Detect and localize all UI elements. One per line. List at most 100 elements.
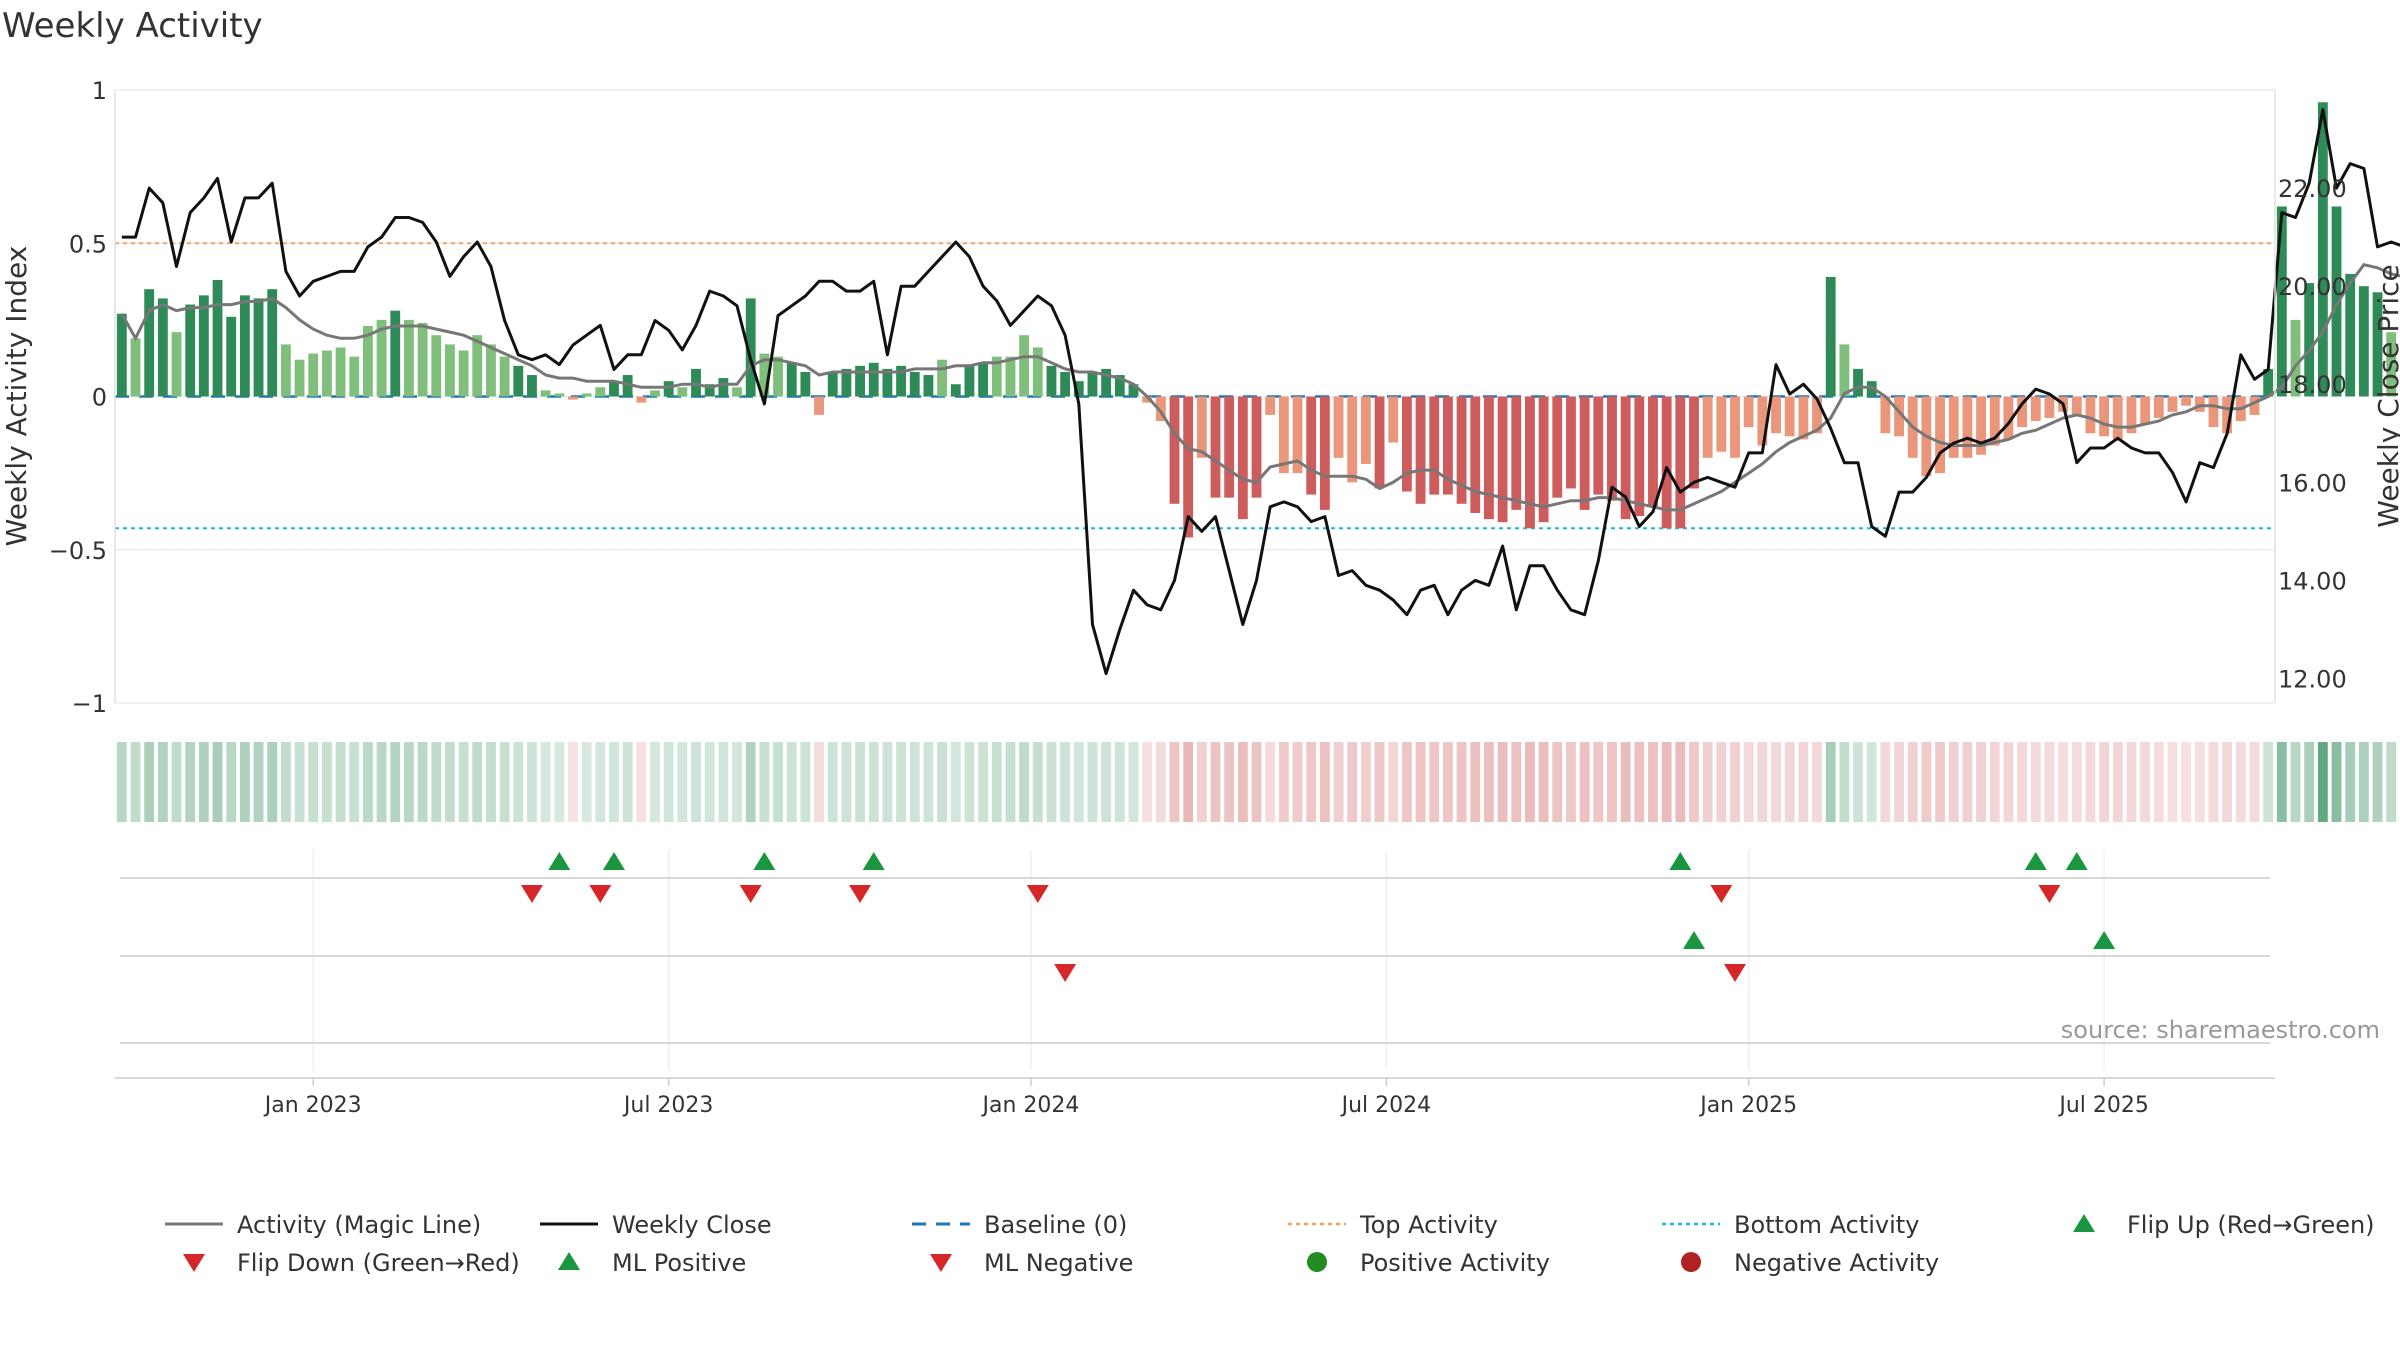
activity-bar — [937, 360, 947, 397]
activity-bar — [1648, 397, 1658, 507]
activity-bar — [1033, 347, 1043, 396]
heat-cell — [937, 742, 947, 822]
activity-bar — [349, 357, 359, 397]
legend-label: ML Positive — [612, 1249, 746, 1277]
heat-cell — [1812, 742, 1822, 822]
activity-bar — [1785, 397, 1795, 437]
grid — [115, 90, 2275, 1070]
heat-cell — [2058, 742, 2068, 822]
activity-bar — [322, 351, 332, 397]
flip-up-marker — [548, 852, 570, 870]
heat-cell — [1593, 742, 1603, 822]
heat-cell — [1115, 742, 1125, 822]
heat-cell — [1170, 742, 1180, 822]
legend-label: Top Activity — [1359, 1211, 1498, 1239]
heat-cell — [1826, 742, 1836, 822]
heat-cell — [404, 742, 414, 822]
activity-bar — [254, 298, 264, 396]
heat-cell — [390, 742, 400, 822]
heat-cell — [1211, 742, 1221, 822]
heat-cell — [349, 742, 359, 822]
activity-bar — [541, 390, 551, 396]
legend-item: Negative Activity — [1681, 1249, 1939, 1277]
heat-cell — [1757, 742, 1767, 822]
activity-bar — [144, 289, 154, 396]
heat-cell — [2113, 742, 2123, 822]
heat-cell — [2236, 742, 2246, 822]
activity-bar — [1689, 397, 1699, 489]
heat-cell — [2373, 742, 2383, 822]
activity-bar — [1716, 397, 1726, 452]
activity-bar — [677, 387, 687, 396]
flip-down-marker — [1027, 885, 1049, 903]
heat-cell — [377, 742, 387, 822]
activity-bar — [965, 366, 975, 397]
activity-bar — [910, 372, 920, 397]
activity-bar — [2099, 397, 2109, 437]
x-tick-label: Jan 2023 — [263, 1093, 362, 1118]
heat-cell — [1921, 742, 1931, 822]
heat-cell — [131, 742, 141, 822]
activity-bar — [158, 298, 168, 396]
activity-bar — [1361, 397, 1371, 464]
heat-cell — [1580, 742, 1590, 822]
activity-bar — [185, 305, 195, 397]
heat-cell — [1265, 742, 1275, 822]
legend-circle-icon — [1307, 1252, 1327, 1272]
heat-cell — [213, 742, 223, 822]
legend-label: Weekly Close — [612, 1211, 772, 1239]
heat-cell — [158, 742, 168, 822]
left-tick-label: 0.5 — [69, 230, 107, 258]
activity-bar — [1949, 397, 1959, 458]
heat-cell — [1033, 742, 1043, 822]
activity-bar — [1224, 397, 1234, 498]
heat-cell — [500, 742, 510, 822]
activity-bar — [1238, 397, 1248, 520]
heat-cell — [1047, 742, 1057, 822]
heat-cell — [1224, 742, 1234, 822]
heat-cell — [1019, 742, 1029, 822]
flip-down-marker — [589, 885, 611, 903]
left-axis-title: Weekly Activity Index — [0, 246, 33, 547]
heat-cell — [2386, 742, 2396, 822]
activity-bar — [923, 375, 933, 396]
heat-cell — [746, 742, 756, 822]
activity-bar — [787, 363, 797, 397]
heat-cell — [568, 742, 578, 822]
heat-cell — [1935, 742, 1945, 822]
activity-bar — [1498, 397, 1508, 523]
activity-bar — [431, 335, 441, 396]
heat-cell — [472, 742, 482, 822]
activity-bar — [1525, 397, 1535, 529]
heat-cell — [1375, 742, 1385, 822]
heat-cell — [650, 742, 660, 822]
activity-bar — [1771, 397, 1781, 434]
activity-bar — [978, 363, 988, 397]
heat-cell — [2222, 742, 2232, 822]
heat-cell — [595, 742, 605, 822]
activity-bar — [1470, 397, 1480, 513]
activity-bar — [800, 372, 810, 397]
heat-cell — [869, 742, 879, 822]
heat-cell — [1990, 742, 2000, 822]
legend-label: ML Negative — [984, 1249, 1133, 1277]
legend-item: Flip Down (Green→Red) — [183, 1249, 520, 1277]
activity-bar — [308, 354, 318, 397]
heat-cell — [1525, 742, 1535, 822]
activity-bar — [1511, 397, 1521, 510]
legend-item: Top Activity — [1288, 1211, 1498, 1239]
left-tick-label: 0 — [92, 384, 107, 412]
activity-bar — [650, 390, 660, 396]
activity-bar — [1306, 397, 1316, 495]
heat-cell — [2086, 742, 2096, 822]
activity-bar — [1484, 397, 1494, 520]
heat-cell — [787, 742, 797, 822]
activity-bar — [2113, 397, 2123, 440]
activity-bar — [1320, 397, 1330, 510]
heat-cell — [185, 742, 195, 822]
activity-bar — [2086, 397, 2096, 434]
heat-cell — [281, 742, 291, 822]
heat-cell — [2209, 742, 2219, 822]
heat-cell — [2140, 742, 2150, 822]
heat-cell — [1347, 742, 1357, 822]
